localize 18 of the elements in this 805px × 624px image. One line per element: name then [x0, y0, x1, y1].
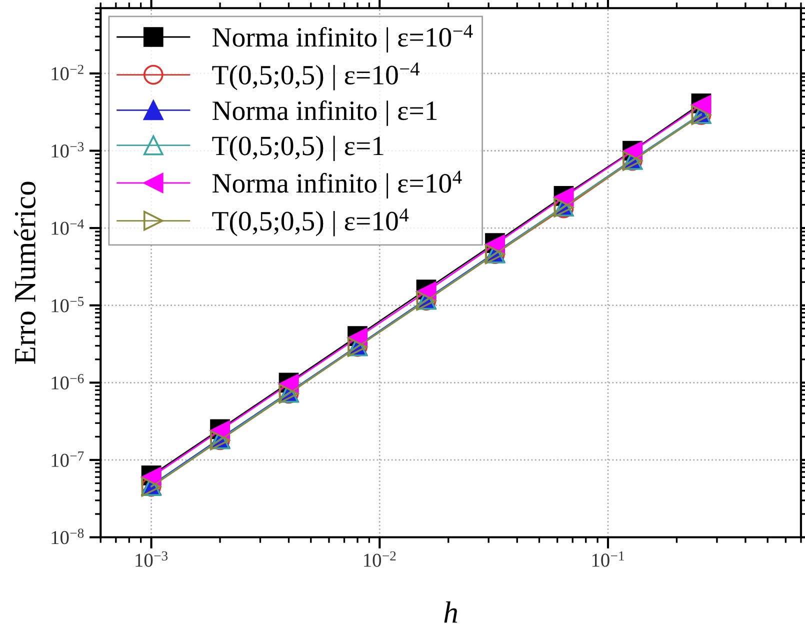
y-tick-label: 10$^{−4}$: [52, 219, 84, 235]
legend-label: T(0,5;0,5) | ε=10$^{4}$: [212, 208, 409, 236]
y-tick-label: 10$^{−5}$: [52, 296, 84, 312]
y-tick-label: 10$^{−2}$: [52, 64, 84, 80]
legend-label: T(0,5;0,5) | ε=10$^{−4}$: [212, 62, 420, 90]
legend-label: Norma infinito | ε=10$^{−4}$: [212, 24, 473, 52]
y-tick-label: 10$^{−6}$: [52, 374, 84, 390]
x-tick-label: 10$^{−2}$: [364, 551, 396, 567]
x-tick-label: 10$^{−1}$: [592, 551, 624, 567]
legend-label: T(0,5;0,5) | ε=1: [212, 136, 384, 162]
y-tick-label: 10$^{−3}$: [52, 142, 84, 158]
y-axis-title: Erro Numérico: [14, 182, 36, 364]
x-axis-title: h: [444, 601, 458, 623]
y-tick-label: 10$^{−7}$: [52, 452, 84, 467]
legend-label: Norma infinito | ε=10$^{4}$: [212, 170, 462, 198]
y-tick-label: 10$^{−8}$: [52, 528, 84, 544]
x-tick-label: 10$^{−3}$: [136, 551, 168, 567]
legend-label: Norma infinito | ε=1: [212, 100, 437, 126]
